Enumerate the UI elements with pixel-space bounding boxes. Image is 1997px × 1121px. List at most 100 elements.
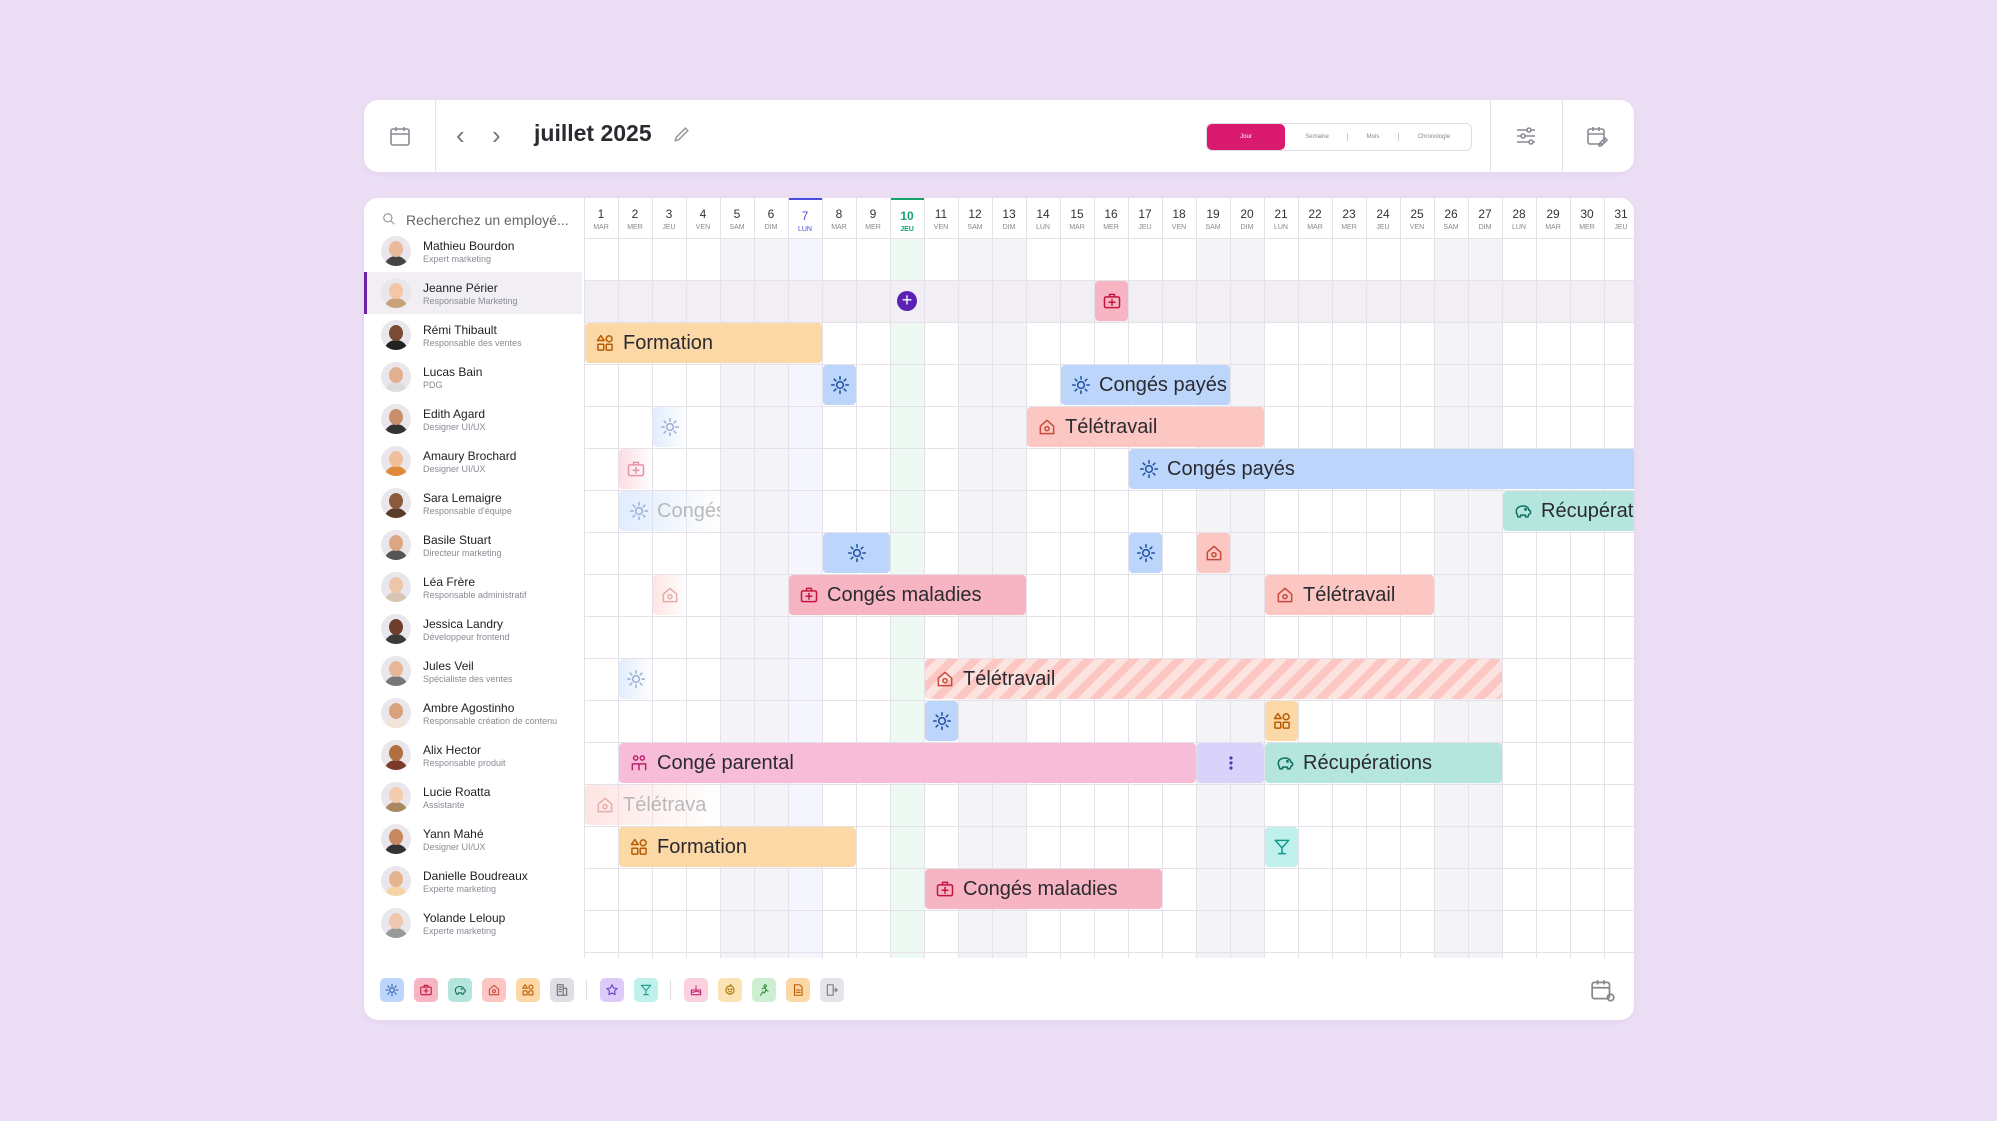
day-header[interactable]: 8 MAR <box>822 198 856 238</box>
day-header[interactable]: 24 JEU <box>1366 198 1400 238</box>
event-marker[interactable] <box>823 533 890 573</box>
employee-row[interactable]: Amaury Brochard Designer UI/UX <box>364 440 582 482</box>
day-header[interactable]: 7 LUN <box>788 198 822 238</box>
day-header[interactable]: 10 JEU <box>890 198 924 238</box>
event-marker[interactable] <box>1265 827 1298 867</box>
day-header[interactable]: 2 MER <box>618 198 652 238</box>
employee-search[interactable]: Recherchez un employé... <box>378 198 582 238</box>
event-marker[interactable] <box>1095 281 1128 321</box>
employee-row[interactable]: Mathieu Bourdon Expert marketing <box>364 230 582 272</box>
day-header[interactable]: 23 MER <box>1332 198 1366 238</box>
event-bar[interactable]: Télétravail <box>1027 407 1264 447</box>
employee-row[interactable]: Edith Agard Designer UI/UX <box>364 398 582 440</box>
view-day-tab[interactable]: Jour <box>1207 124 1285 150</box>
day-header[interactable]: 15 MAR <box>1060 198 1094 238</box>
employee-row[interactable]: Léa Frère Responsable administratif <box>364 566 582 608</box>
event-bar[interactable]: Congés payés <box>1061 365 1230 405</box>
pencil-icon[interactable] <box>672 124 692 144</box>
day-header[interactable]: 4 VEN <box>686 198 720 238</box>
day-header[interactable]: 19 SAM <box>1196 198 1230 238</box>
event-marker[interactable] <box>619 449 652 489</box>
employee-row[interactable]: Rémi Thibault Responsable des ventes <box>364 314 582 356</box>
event-marker[interactable] <box>823 365 856 405</box>
event-marker[interactable] <box>619 659 652 699</box>
day-header[interactable]: 13 DIM <box>992 198 1026 238</box>
event-marker[interactable] <box>653 575 686 615</box>
legend-formation[interactable] <box>516 978 540 1002</box>
day-header[interactable]: 21 LUN <box>1264 198 1298 238</box>
event-bar[interactable]: Récupérat <box>1503 491 1634 531</box>
add-event-button[interactable]: + <box>897 291 917 311</box>
view-week-tab[interactable]: Semaine <box>1305 134 1329 140</box>
event-bar[interactable]: Télétravail <box>1265 575 1434 615</box>
day-header[interactable]: 5 SAM <box>720 198 754 238</box>
event-bar[interactable]: Formation <box>619 827 856 867</box>
day-header[interactable]: 14 LUN <box>1026 198 1060 238</box>
legend-document[interactable] <box>786 978 810 1002</box>
legend-recup[interactable] <box>448 978 472 1002</box>
employee-row[interactable]: Ambre Agostinho Responsable création de c… <box>364 692 582 734</box>
employee-row[interactable]: Jules Veil Spécialiste des ventes <box>364 650 582 692</box>
day-header[interactable]: 22 MAR <box>1298 198 1332 238</box>
employee-row[interactable]: Lucie Roatta Assistante <box>364 776 582 818</box>
legend-office[interactable] <box>550 978 574 1002</box>
event-bar[interactable]: Formation <box>585 323 822 363</box>
view-month-tab[interactable]: Mois <box>1366 134 1380 140</box>
day-header[interactable]: 30 MER <box>1570 198 1604 238</box>
day-header[interactable]: 16 MER <box>1094 198 1128 238</box>
event-bar[interactable]: Congé parental <box>619 743 1196 783</box>
employee-row[interactable]: Basile Stuart Directeur marketing <box>364 524 582 566</box>
legend-conges[interactable] <box>380 978 404 1002</box>
legend-maladie[interactable] <box>414 978 438 1002</box>
search-input[interactable]: Recherchez un employé... <box>406 212 569 228</box>
employee-row[interactable]: Alix Hector Responsable produit <box>364 734 582 776</box>
calendar-edit-icon[interactable] <box>1585 124 1609 148</box>
day-header[interactable]: 25 VEN <box>1400 198 1434 238</box>
employee-row[interactable]: Jeanne Périer Responsable Marketing <box>364 272 582 314</box>
event-bar[interactable]: Congés payés <box>1129 449 1634 489</box>
day-header[interactable]: 9 MER <box>856 198 890 238</box>
employee-row[interactable]: Danielle Boudreaux Experte marketing <box>364 860 582 902</box>
calendar-grid[interactable]: 1 MAR 2 MER 3 JEU 4 VEN 5 SAM 6 DIM 7 LUN 8 MAR 9 MER 10 JE… <box>584 198 1634 1020</box>
next-month-button[interactable]: › <box>492 120 501 150</box>
view-timeline-tab[interactable]: Chronologie <box>1417 134 1451 140</box>
event-bar[interactable]: Télétrava <box>585 785 720 825</box>
day-header[interactable]: 29 MAR <box>1536 198 1570 238</box>
calendar-icon[interactable] <box>388 124 412 148</box>
filter-sliders-icon[interactable] <box>1514 124 1538 148</box>
event-bar[interactable]: Congés <box>619 491 720 531</box>
employee-row[interactable]: Yann Mahé Designer UI/UX <box>364 818 582 860</box>
employee-row[interactable]: Sara Lemaigre Responsable d'équipe <box>364 482 582 524</box>
legend-star[interactable] <box>600 978 624 1002</box>
day-header[interactable]: 6 DIM <box>754 198 788 238</box>
legend-tele[interactable] <box>482 978 506 1002</box>
legend-baby[interactable] <box>718 978 742 1002</box>
day-header[interactable]: 28 LUN <box>1502 198 1536 238</box>
day-header[interactable]: 31 JEU <box>1604 198 1634 238</box>
legend-exit[interactable] <box>820 978 844 1002</box>
day-header[interactable]: 11 VEN <box>924 198 958 238</box>
event-bar[interactable]: Congés maladies <box>789 575 1026 615</box>
legend-cocktail[interactable] <box>634 978 658 1002</box>
employee-row[interactable]: Yolande Leloup Experte marketing <box>364 902 582 944</box>
day-header[interactable]: 20 DIM <box>1230 198 1264 238</box>
event-marker[interactable] <box>1197 743 1264 783</box>
employee-row[interactable]: Lucas Bain PDG <box>364 356 582 398</box>
event-marker[interactable] <box>653 407 686 447</box>
day-header[interactable]: 1 MAR <box>584 198 618 238</box>
event-marker[interactable] <box>1129 533 1162 573</box>
legend-sport[interactable] <box>752 978 776 1002</box>
day-header[interactable]: 18 VEN <box>1162 198 1196 238</box>
day-header[interactable]: 27 DIM <box>1468 198 1502 238</box>
day-header[interactable]: 12 SAM <box>958 198 992 238</box>
event-bar[interactable]: Télétravail <box>925 659 1502 699</box>
day-header[interactable]: 3 JEU <box>652 198 686 238</box>
event-bar[interactable]: Récupérations <box>1265 743 1502 783</box>
employee-row[interactable]: Jessica Landry Développeur frontend <box>364 608 582 650</box>
event-marker[interactable] <box>1265 701 1298 741</box>
event-marker[interactable] <box>1197 533 1230 573</box>
day-header[interactable]: 17 JEU <box>1128 198 1162 238</box>
event-marker[interactable] <box>925 701 958 741</box>
event-bar[interactable]: Congés maladies <box>925 869 1162 909</box>
calendar-settings-icon[interactable] <box>1590 978 1616 1004</box>
